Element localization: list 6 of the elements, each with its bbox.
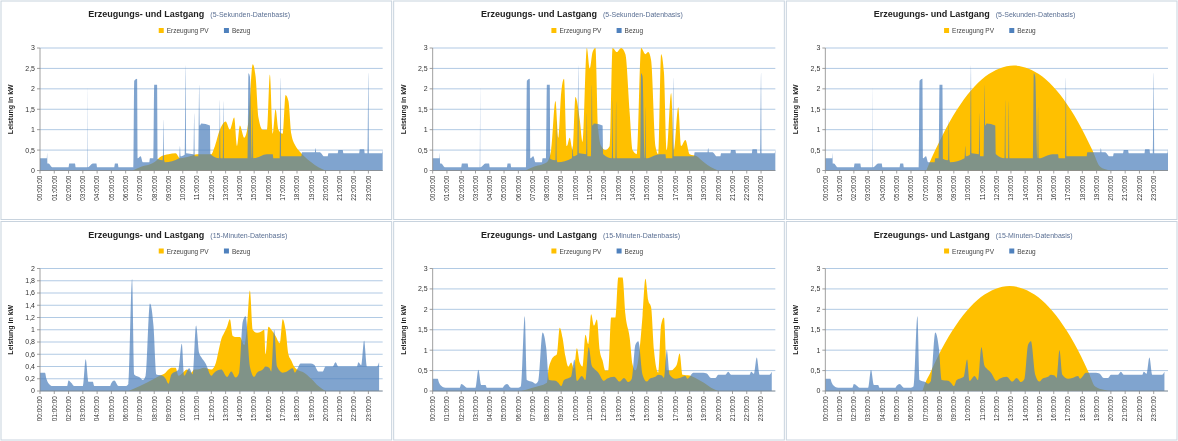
chart-title: Erzeugungs- und Lastgang xyxy=(873,9,990,19)
chart-title: Erzeugungs- und Lastgang xyxy=(481,229,597,240)
chart-title: Erzeugungs- und Lastgang xyxy=(481,9,597,19)
chart-title: Erzeugungs- und Lastgang xyxy=(873,229,990,240)
chart-title: Erzeugungs- und Lastgang xyxy=(88,9,205,19)
chart-title: Erzeugungs- und Lastgang xyxy=(88,229,205,240)
